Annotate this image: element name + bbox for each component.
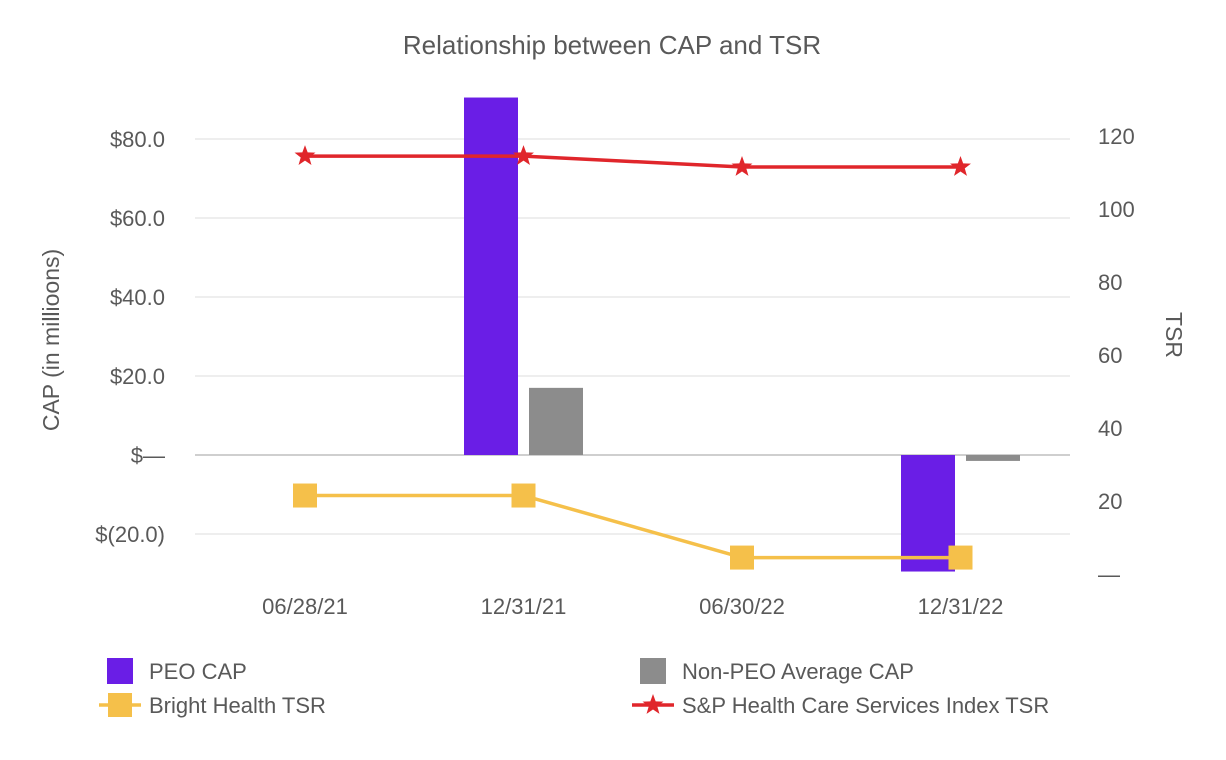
marker-s-p-health-care-services-index-tsr-0 [294,145,316,165]
marker-bright-health-tsr-0 [293,483,317,508]
x-tick-label: 06/28/21 [262,594,348,619]
y-right-tick-label: 120 [1098,124,1135,149]
line-bright-health-tsr [305,493,961,560]
marker-bright-health-tsr-1 [511,483,536,508]
marker-s-p-health-care-services-index-tsr-3 [950,156,971,176]
y-right-tick-label: 100 [1098,197,1135,222]
legend-label-peo-cap: PEO CAP [149,659,247,684]
legend-label-non-peo-average-cap: Non-PEO Average CAP [682,659,914,684]
legend-swatch-peo-cap [107,658,133,684]
bar-peo-cap-1 [464,97,518,456]
legend-label-bright-health-tsr: Bright Health TSR [149,693,326,718]
x-tick-label: 06/30/22 [699,594,785,619]
y-right-tick-label: — [1098,562,1120,587]
y-left-axis-title: CAP (in millioons) [38,249,64,431]
gridlines [195,138,1070,535]
legend-swatch-non-peo-average-cap [640,658,666,684]
bar-non-peo-average-cap-3 [966,455,1020,461]
marker-s-p-health-care-services-index-tsr-2 [731,156,753,176]
y-left-ticks: $80.0 $60.0 $40.0 $20.0 $— $(20.0) [95,127,165,547]
x-tick-label: 12/31/22 [918,594,1004,619]
legend-label-s-p-health-care-services-index-tsr: S&P Health Care Services Index TSR [682,693,1049,718]
y-right-axis-title: TSR [1161,312,1187,358]
y-right-tick-label: 60 [1098,343,1122,368]
bar-peo-cap-3 [901,455,955,572]
y-left-tick-label: $20.0 [110,364,165,389]
y-left-tick-label: $(20.0) [95,522,165,547]
bar-non-peo-average-cap-1 [529,387,583,455]
y-right-ticks: 120 100 80 60 40 20 — [1098,124,1135,587]
y-left-tick-label: $60.0 [110,206,165,231]
marker-bright-health-tsr-3 [948,545,973,570]
y-right-tick-label: 80 [1098,270,1122,295]
x-ticks: 06/28/21 12/31/21 06/30/22 12/31/22 [262,594,1003,619]
line-s-p-health-care-services-index-tsr [305,154,961,169]
y-left-tick-label: $— [131,443,165,468]
marker-bright-health-tsr-2 [730,545,754,570]
legend-swatch-s-p-health-care-services-index-tsr [632,694,674,714]
chart-title: Relationship between CAP and TSR [403,30,821,60]
y-left-tick-label: $40.0 [110,285,165,310]
y-right-tick-label: 40 [1098,416,1122,441]
marker-s-p-health-care-services-index-tsr-1 [513,145,534,165]
legend: PEO CAP Non-PEO Average CAP Bright Health … [99,658,1049,718]
legend-swatch-bright-health-tsr [99,693,141,717]
y-right-tick-label: 20 [1098,489,1122,514]
x-tick-label: 12/31/21 [481,594,567,619]
lines [293,145,973,570]
y-left-tick-label: $80.0 [110,127,165,152]
